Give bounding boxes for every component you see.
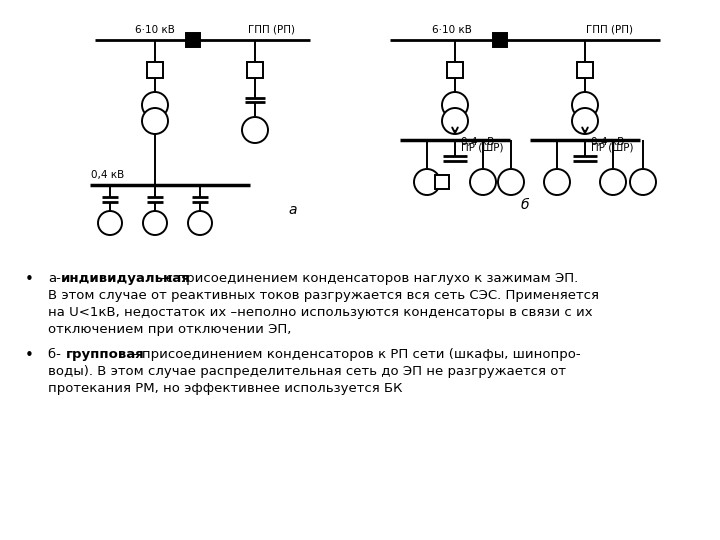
Circle shape (414, 169, 440, 195)
Bar (435, 175, 449, 189)
Text: отключением при отключении ЭП,: отключением при отключении ЭП, (48, 323, 292, 336)
Bar (147, 62, 163, 78)
Text: •: • (25, 272, 34, 287)
Text: В этом случае от реактивных токов разгружается вся сеть СЭС. Применяется: В этом случае от реактивных токов разгру… (48, 289, 599, 302)
Text: ПР (ШР): ПР (ШР) (461, 143, 503, 153)
Circle shape (600, 169, 626, 195)
Text: воды). В этом случае распределительная сеть до ЭП не разгружается от: воды). В этом случае распределительная с… (48, 365, 566, 378)
Text: ПР (ШР): ПР (ШР) (591, 143, 634, 153)
Text: •: • (25, 348, 34, 363)
Text: ГПП (РП): ГПП (РП) (587, 25, 634, 35)
Text: на U<1кВ, недостаток их –неполно используются конденсаторы в связи с их: на U<1кВ, недостаток их –неполно использ… (48, 306, 593, 319)
Circle shape (572, 92, 598, 118)
Text: а-: а- (48, 272, 61, 285)
Bar (247, 62, 263, 78)
Circle shape (98, 211, 122, 235)
Text: 0,4 кВ: 0,4 кВ (461, 137, 494, 147)
Circle shape (142, 108, 168, 134)
Text: 6·10 кВ: 6·10 кВ (135, 25, 175, 35)
Text: групповая: групповая (66, 348, 145, 361)
Circle shape (442, 92, 468, 118)
Circle shape (142, 92, 168, 118)
Circle shape (544, 169, 570, 195)
Text: а: а (288, 203, 297, 217)
Circle shape (143, 211, 167, 235)
Circle shape (242, 117, 268, 143)
Text: 6·10 кВ: 6·10 кВ (432, 25, 472, 35)
Text: ГПП (РП): ГПП (РП) (248, 25, 295, 35)
Text: 0,4 кВ: 0,4 кВ (591, 137, 624, 147)
Circle shape (188, 211, 212, 235)
Bar (493, 33, 507, 47)
Bar (577, 62, 593, 78)
Circle shape (498, 169, 524, 195)
Circle shape (442, 108, 468, 134)
Text: б: б (521, 198, 529, 212)
Bar (186, 33, 200, 47)
Circle shape (470, 169, 496, 195)
Text: 0,4 кВ: 0,4 кВ (91, 170, 125, 180)
Text: протекания РМ, но эффективнее используется БК: протекания РМ, но эффективнее использует… (48, 382, 402, 395)
Text: -с присоединением конденсаторов наглухо к зажимам ЭП.: -с присоединением конденсаторов наглухо … (161, 272, 578, 285)
Text: индивидуальная: индивидуальная (61, 272, 191, 285)
Circle shape (572, 108, 598, 134)
Circle shape (630, 169, 656, 195)
Bar (447, 62, 463, 78)
Text: б-: б- (48, 348, 65, 361)
Text: – присоединением конденсаторов к РП сети (шкафы, шинопро-: – присоединением конденсаторов к РП сети… (131, 348, 580, 361)
